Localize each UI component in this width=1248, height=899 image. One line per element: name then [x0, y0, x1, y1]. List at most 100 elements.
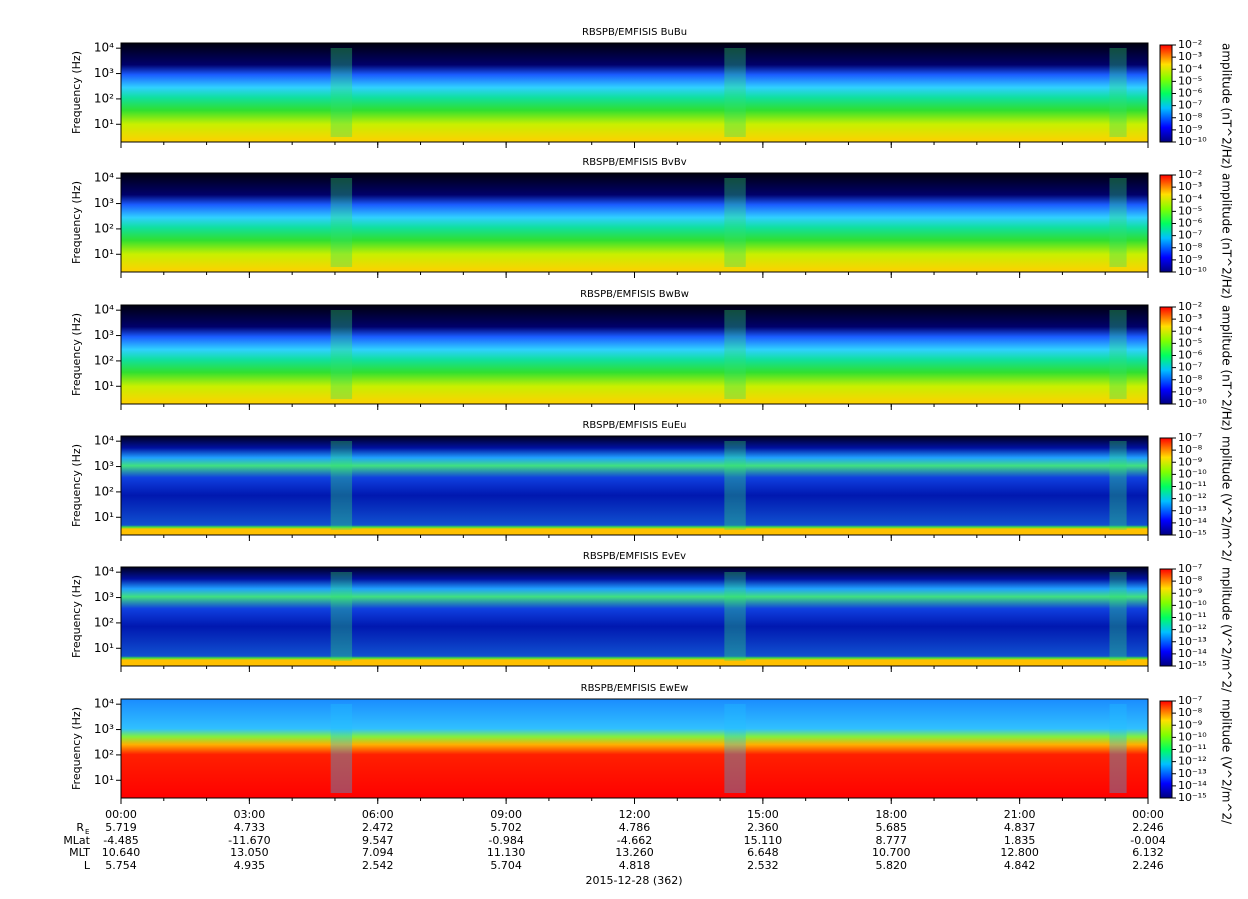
spectral-feature [1109, 441, 1127, 530]
ephemeris-value: 8.777 [876, 834, 908, 847]
spectral-feature [724, 704, 746, 793]
y-tick-label: 10¹ [94, 117, 114, 131]
y-tick-label: 10³ [94, 66, 114, 80]
y-tick-label: 10⁴ [94, 41, 114, 55]
colorbar-tick-label: 10⁻⁸ [1178, 111, 1203, 124]
spectrogram [121, 43, 1148, 142]
colorbar-tick-label: 10⁻⁹ [1178, 586, 1202, 599]
spectral-feature [330, 48, 353, 137]
colorbar-label: mplitude (V^2/m^2/ [1220, 436, 1234, 562]
spectrogram [121, 173, 1148, 272]
ephemeris-value: 13.260 [615, 846, 654, 859]
y-tick-label: 10⁴ [94, 697, 114, 711]
ephemeris-value: 15.110 [744, 834, 783, 847]
panel-title: RBSPB/EMFISIS BuBu [582, 27, 687, 38]
x-tick-label: 15:00 [747, 808, 779, 821]
spectral-feature [330, 572, 353, 661]
spectrogram [121, 305, 1148, 404]
y-axis-label: Frequency (Hz) [70, 575, 83, 658]
colorbar-tick-label: 10⁻⁹ [1178, 455, 1202, 468]
ephemeris-value: 7.094 [362, 846, 394, 859]
ephemeris-value: 4.837 [1004, 821, 1036, 834]
colorbar-tick-label: 10⁻⁸ [1178, 443, 1203, 456]
colorbar-tick-label: 10⁻³ [1178, 50, 1202, 63]
colorbar-tick-label: 10⁻⁴ [1178, 324, 1203, 337]
colorbar-tick-label: 10⁻⁴ [1178, 192, 1203, 205]
spectral-feature [724, 310, 746, 399]
colorbar-tick-label: 10⁻⁷ [1178, 562, 1202, 575]
colorbar [1159, 568, 1173, 667]
colorbar-tick-label: 10⁻¹¹ [1178, 743, 1207, 756]
colorbar-tick-label: 10⁻² [1178, 300, 1202, 313]
colorbar [1159, 437, 1173, 536]
x-tick-label: 03:00 [234, 808, 266, 821]
y-tick-label: 10² [94, 615, 114, 629]
y-tick-label: 10¹ [94, 510, 114, 524]
ephemeris-value: -0.004 [1130, 834, 1165, 847]
ephemeris-value: 5.820 [876, 859, 908, 872]
colorbar-tick-label: 10⁻⁷ [1178, 99, 1202, 112]
x-tick-label: 18:00 [875, 808, 907, 821]
colorbar-tick-label: 10⁻¹⁵ [1178, 528, 1207, 541]
colorbar-tick-label: 10⁻⁴ [1178, 62, 1203, 75]
colorbar-tick-label: 10⁻⁸ [1178, 241, 1203, 254]
ephemeris-value: 4.935 [234, 859, 266, 872]
colorbar-tick-label: 10⁻¹⁵ [1178, 791, 1207, 804]
y-tick-label: 10² [94, 91, 114, 105]
y-tick-label: 10² [94, 353, 114, 367]
y-tick-label: 10⁴ [94, 434, 114, 448]
colorbar-label: amplitude (nT^2/Hz) [1220, 173, 1234, 299]
colorbar-tick-label: 10⁻¹² [1178, 623, 1207, 636]
ephemeris-value: 12.800 [1000, 846, 1039, 859]
colorbar-tick-label: 10⁻¹² [1178, 492, 1207, 505]
spectral-feature [1109, 178, 1127, 267]
panel-title: RBSPB/EMFISIS BvBv [582, 157, 686, 168]
y-axis-label: Frequency (Hz) [70, 51, 83, 134]
y-axis-label: Frequency (Hz) [70, 181, 83, 264]
colorbar-tick-label: 10⁻⁶ [1178, 87, 1203, 100]
colorbar-label: mplitude (V^2/m^2/ [1220, 699, 1234, 825]
spectral-feature [330, 310, 353, 399]
colorbar-tick-label: 10⁻⁷ [1178, 229, 1202, 242]
ephemeris-value: -11.670 [228, 834, 270, 847]
spectral-feature [724, 441, 746, 530]
colorbar-tick-label: 10⁻⁸ [1178, 373, 1203, 386]
y-tick-label: 10⁴ [94, 303, 114, 317]
ephemeris-value: -4.662 [617, 834, 652, 847]
x-tick-label: 12:00 [619, 808, 651, 821]
colorbar-tick-label: 10⁻⁸ [1178, 706, 1203, 719]
colorbar-tick-label: 10⁻¹³ [1178, 635, 1207, 648]
spectral-feature [1109, 704, 1127, 793]
spectral-feature [1109, 572, 1127, 661]
ephemeris-label: L [84, 859, 91, 872]
ephemeris-value: 4.818 [619, 859, 651, 872]
ephemeris-value: 2.246 [1132, 821, 1164, 834]
ephemeris-value: 2.542 [362, 859, 394, 872]
date-label: 2015-12-28 (362) [585, 874, 682, 887]
x-tick-label: 00:00 [105, 808, 137, 821]
panel-title: RBSPB/EMFISIS EwEw [581, 683, 689, 694]
spectral-feature [1109, 310, 1127, 399]
y-tick-label: 10³ [94, 590, 114, 604]
colorbar-tick-label: 10⁻¹² [1178, 755, 1207, 768]
colorbar [1159, 306, 1173, 405]
ephemeris-value: 4.842 [1004, 859, 1036, 872]
colorbar-tick-label: 10⁻³ [1178, 312, 1202, 325]
y-tick-label: 10³ [94, 328, 114, 342]
colorbar-tick-label: 10⁻⁵ [1178, 336, 1202, 349]
colorbar-tick-label: 10⁻¹⁰ [1178, 265, 1207, 278]
y-tick-label: 10² [94, 747, 114, 761]
spectral-feature [330, 178, 353, 267]
colorbar-tick-label: 10⁻¹⁴ [1178, 779, 1207, 792]
y-tick-label: 10¹ [94, 247, 114, 261]
y-axis-label: Frequency (Hz) [70, 707, 83, 790]
colorbar-tick-label: 10⁻¹⁰ [1178, 730, 1207, 743]
ephemeris-value: 11.130 [487, 846, 526, 859]
ephemeris-value: 10.700 [872, 846, 911, 859]
panel-title: RBSPB/EMFISIS BwBw [580, 289, 689, 300]
spectrogram [121, 699, 1148, 798]
colorbar-tick-label: 10⁻⁶ [1178, 217, 1203, 230]
spectral-feature [330, 704, 353, 793]
spectral-feature [724, 572, 746, 661]
